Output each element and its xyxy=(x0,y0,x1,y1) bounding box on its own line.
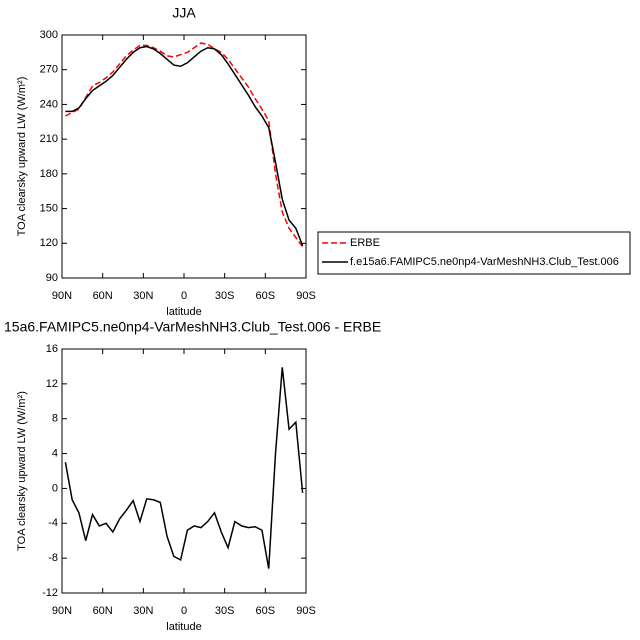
x-tick-label: 90N xyxy=(52,605,72,617)
y-tick-label: 16 xyxy=(46,343,58,355)
x-tick-label: 30N xyxy=(133,290,153,302)
y-tick-label: 4 xyxy=(52,447,58,459)
data-line xyxy=(65,42,304,248)
x-tick-label: 30S xyxy=(215,605,235,617)
y-tick-label: -12 xyxy=(42,587,58,599)
x-tick-label: 60N xyxy=(93,605,113,617)
y-tick-label: 210 xyxy=(40,133,58,145)
y-tick-label: 150 xyxy=(40,202,58,214)
data-line xyxy=(64,367,304,569)
x-tick-label: 60S xyxy=(256,605,276,617)
y-tick-label: -4 xyxy=(48,517,58,529)
y-tick-label: 0 xyxy=(52,482,58,494)
x-axis-label: latitude xyxy=(166,621,201,633)
y-axis-label: TOA clearsky upward LW (W/m²) xyxy=(16,77,28,237)
x-tick-label: 0 xyxy=(181,290,187,302)
x-tick-label: 30N xyxy=(133,605,153,617)
y-tick-label: -8 xyxy=(48,552,58,564)
x-tick-label: 90N xyxy=(52,290,72,302)
y-tick-label: 240 xyxy=(40,98,58,110)
legend-box xyxy=(317,231,631,275)
y-tick-label: 120 xyxy=(40,237,58,249)
chart-title: 15a6.FAMIPC5.ne0np4-VarMeshNH3.Club_Test… xyxy=(4,319,381,335)
x-tick-label: 0 xyxy=(181,605,187,617)
y-tick-label: 270 xyxy=(40,64,58,76)
x-tick-label: 90S xyxy=(296,290,316,302)
x-tick-label: 60S xyxy=(256,290,276,302)
y-tick-label: 180 xyxy=(40,168,58,180)
x-axis-label: latitude xyxy=(166,306,201,318)
y-tick-label: 12 xyxy=(46,378,58,390)
plot-frame xyxy=(61,34,307,279)
legend-label: f.e15a6.FAMIPC5.ne0np4-VarMeshNH3.Club_T… xyxy=(350,256,619,268)
data-line xyxy=(65,45,304,246)
x-tick-label: 30S xyxy=(215,290,235,302)
chart-title: JJA xyxy=(172,5,196,21)
legend-label: ERBE xyxy=(350,237,380,249)
y-tick-label: 300 xyxy=(40,29,58,41)
x-tick-label: 60N xyxy=(93,290,113,302)
y-tick-label: 90 xyxy=(46,272,58,284)
y-axis-label: TOA clearsky upward LW (W/m²) xyxy=(16,391,28,551)
y-tick-label: 8 xyxy=(52,413,58,425)
x-tick-label: 90S xyxy=(296,605,316,617)
